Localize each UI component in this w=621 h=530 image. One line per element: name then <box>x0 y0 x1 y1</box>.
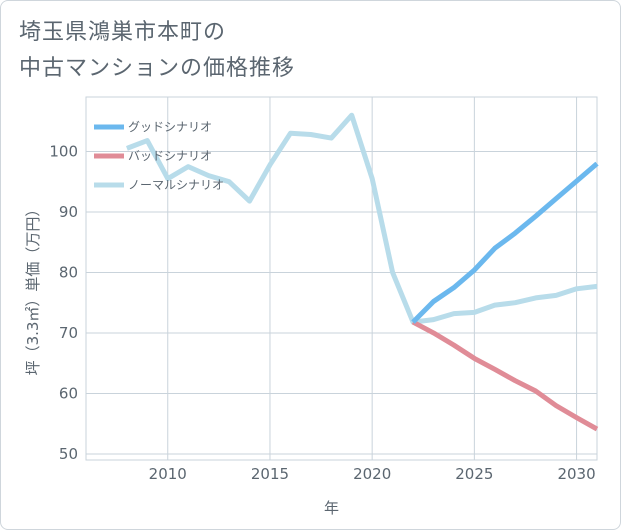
x-tick-label: 2030 <box>557 465 595 483</box>
x-tick-label: 2020 <box>353 465 391 483</box>
y-axis-label: 坪（3.3㎡）単価（万円） <box>24 202 42 376</box>
y-tick-label: 80 <box>59 263 78 281</box>
legend-label: グッドシナリオ <box>128 120 212 134</box>
y-tick-label: 60 <box>59 384 78 402</box>
x-tick-label: 2010 <box>149 465 187 483</box>
chart-title-line-2: 中古マンションの価格推移 <box>19 56 296 81</box>
plot-frame <box>85 96 598 461</box>
series-line-0 <box>411 161 599 324</box>
x-tick-label: 2025 <box>455 465 493 483</box>
legend-label: バッドシナリオ <box>128 149 212 163</box>
series-line-2 <box>126 112 598 325</box>
y-tick-label: 90 <box>59 203 78 221</box>
series-line-1 <box>411 319 599 432</box>
chart-title-line-1: 埼玉県鴻巣市本町の <box>19 20 227 45</box>
y-tick-label: 100 <box>49 142 78 160</box>
tick-labels: 50 60 70 80 90 100 2010 2015 2020 2025 2030 <box>49 142 595 483</box>
y-tick-label: 70 <box>59 324 78 342</box>
grid <box>85 96 598 461</box>
chart-title: 埼玉県鴻巣市本町の 中古マンションの価格推移 <box>19 15 295 87</box>
x-axis-label: 年 <box>324 499 339 517</box>
y-tick-label: 50 <box>59 445 78 463</box>
x-tick-label: 2015 <box>251 465 289 483</box>
legend-label: ノーマルシナリオ <box>128 178 224 192</box>
series-layer <box>126 112 599 432</box>
